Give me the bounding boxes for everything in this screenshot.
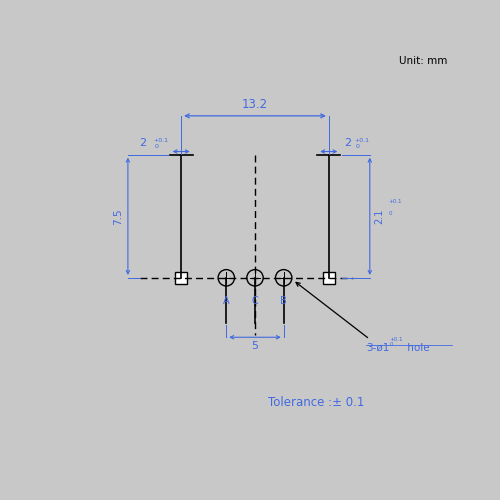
Text: +0.1: +0.1 bbox=[390, 337, 403, 342]
Text: 2.1: 2.1 bbox=[374, 208, 384, 224]
Text: 3-ø1: 3-ø1 bbox=[366, 342, 389, 352]
Text: +0.1: +0.1 bbox=[388, 200, 402, 204]
Text: Unit: mm: Unit: mm bbox=[400, 56, 448, 66]
Text: +0.1: +0.1 bbox=[354, 138, 369, 142]
Text: +0.1: +0.1 bbox=[154, 138, 168, 142]
Text: Tolerance :± 0.1: Tolerance :± 0.1 bbox=[268, 396, 364, 409]
Bar bbox=[176, 272, 187, 283]
Text: B: B bbox=[280, 296, 287, 306]
Text: 0: 0 bbox=[390, 342, 393, 347]
Bar bbox=[323, 272, 334, 283]
Text: 0: 0 bbox=[356, 144, 360, 149]
Text: A: A bbox=[223, 296, 230, 306]
Text: C: C bbox=[252, 296, 258, 306]
Text: 2: 2 bbox=[344, 138, 352, 148]
Text: 0: 0 bbox=[388, 210, 392, 216]
Text: 5: 5 bbox=[252, 342, 258, 351]
Text: 0: 0 bbox=[154, 144, 158, 149]
Text: 13.2: 13.2 bbox=[242, 98, 268, 111]
Text: 2: 2 bbox=[139, 138, 146, 148]
Text: hole: hole bbox=[404, 342, 429, 352]
Text: 7.5: 7.5 bbox=[113, 208, 123, 224]
